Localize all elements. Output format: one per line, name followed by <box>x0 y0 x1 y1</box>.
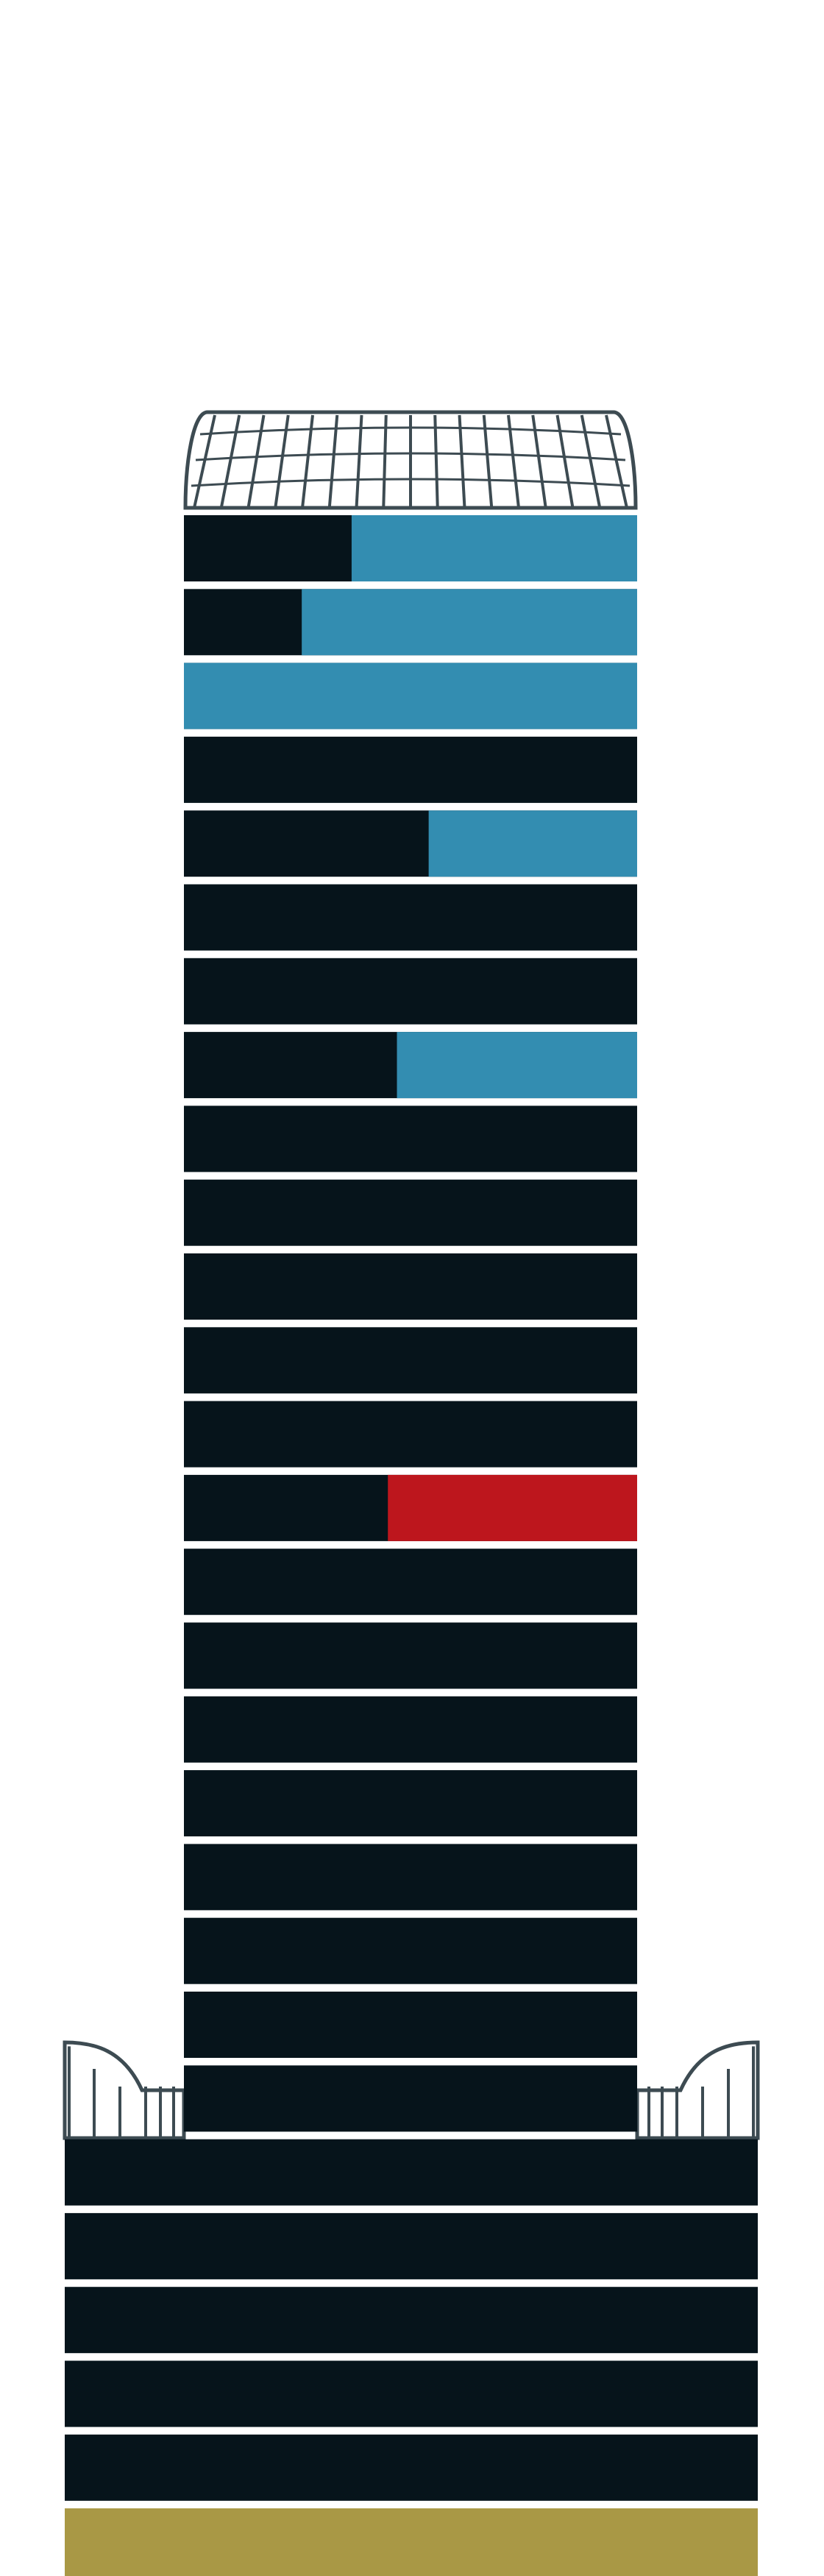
tower-floor-11 <box>184 1253 637 1320</box>
floor-slab <box>184 1622 637 1689</box>
floor-slab <box>184 1401 637 1468</box>
tower-floor-17 <box>184 1696 637 1763</box>
building-floors <box>65 515 758 2576</box>
tower-floor-2 <box>184 589 637 656</box>
floor-slab <box>184 1549 637 1616</box>
floor-slab <box>65 2139 758 2206</box>
floor-highlight-blue <box>397 1032 637 1099</box>
floor-slab <box>184 2065 637 2132</box>
floor-highlight-blue <box>302 589 637 656</box>
tower-floor-22 <box>184 2065 637 2132</box>
podium-floor-2 <box>65 2212 758 2279</box>
floor-slab <box>184 884 637 951</box>
floor-highlight-red <box>388 1474 637 1541</box>
tower-floor-12 <box>184 1327 637 1394</box>
tower-floor-13 <box>184 1401 637 1468</box>
tower-floor-4 <box>184 736 637 803</box>
podium-canopies <box>63 2040 760 2140</box>
tower-floor-5 <box>184 810 637 877</box>
tower-floor-6 <box>184 884 637 951</box>
floor-highlight-blue <box>351 515 637 581</box>
floor-slab <box>184 1105 637 1172</box>
podium-floor-4 <box>65 2360 758 2427</box>
tower-floor-16 <box>184 1622 637 1689</box>
floor-slab <box>65 2212 758 2279</box>
tower-floor-10 <box>184 1179 637 1246</box>
floor-slab <box>184 1179 637 1246</box>
floor-slab <box>184 1844 637 1911</box>
podium-floor-5 <box>65 2434 758 2501</box>
floor-slab <box>184 736 637 803</box>
floor-slab <box>184 1770 637 1837</box>
tower-floor-9 <box>184 1105 637 1172</box>
podium-floor-1 <box>65 2139 758 2206</box>
tower-floor-18 <box>184 1770 637 1837</box>
tower-floor-1 <box>184 515 637 581</box>
floor-slab <box>65 2287 758 2354</box>
ground-level <box>65 2508 758 2576</box>
tower-floor-19 <box>184 1844 637 1911</box>
podium-floor-3 <box>65 2287 758 2354</box>
floor-slab <box>184 1992 637 2058</box>
floor-slab <box>184 1327 637 1394</box>
floor-slab <box>184 1917 637 1984</box>
tower-floor-14 <box>184 1474 637 1541</box>
tower-floor-21 <box>184 1992 637 2058</box>
floor-highlight-blue <box>184 662 637 729</box>
floor-slab <box>65 2360 758 2427</box>
tower-floor-7 <box>184 958 637 1025</box>
tower-floor-3 <box>184 662 637 729</box>
floor-slab <box>184 1696 637 1763</box>
glass-dome-icon <box>183 410 638 510</box>
floor-slab <box>184 958 637 1025</box>
floor-highlight-blue <box>428 810 637 877</box>
right-canopy-icon <box>635 2040 760 2140</box>
tower-floor-20 <box>184 1917 637 1984</box>
tower-floor-15 <box>184 1549 637 1616</box>
floor-slab <box>184 1253 637 1320</box>
tower-floor-8 <box>184 1032 637 1099</box>
floor-slab <box>65 2434 758 2501</box>
left-canopy-icon <box>63 2040 186 2140</box>
